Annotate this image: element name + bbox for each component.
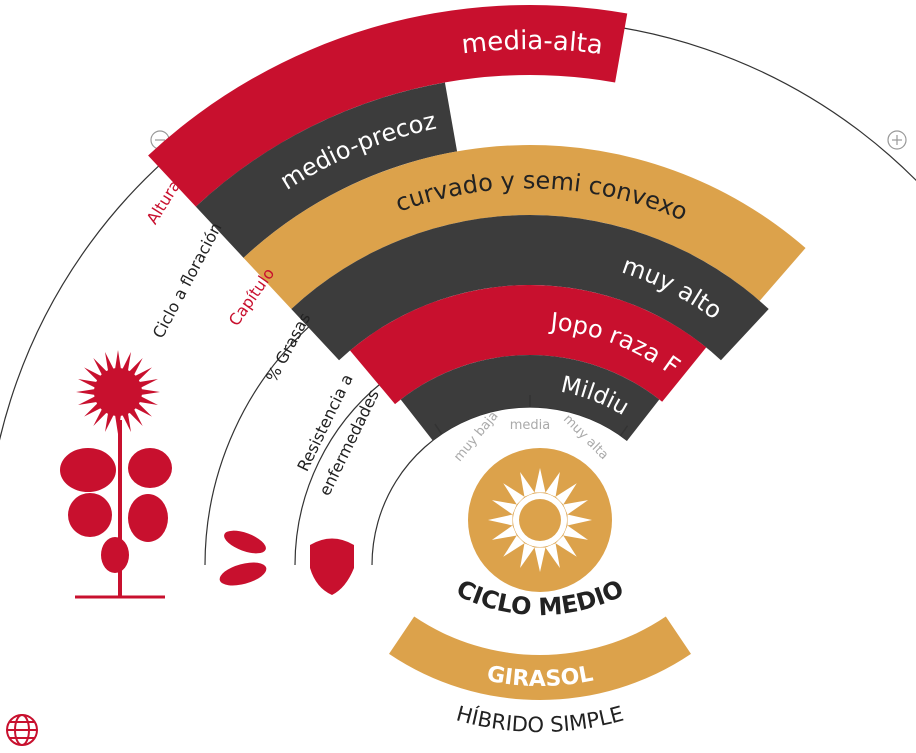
band (291, 215, 769, 361)
band-label: media-alta (460, 26, 605, 61)
scale-tick (434, 423, 443, 435)
category-label: Ciclo a floración (149, 219, 226, 341)
band (243, 144, 806, 310)
category-label: Altura (143, 177, 185, 228)
hybrid-label: HÍBRIDO SIMPLE (454, 702, 626, 738)
band-label-path: media-alta (460, 26, 605, 61)
scale-label: media (510, 418, 551, 433)
globe-icon (6, 714, 38, 746)
crop-band (389, 616, 691, 700)
band (148, 5, 628, 207)
scale-tick (620, 425, 629, 437)
band (350, 285, 707, 405)
sunflower-plant-icon (60, 350, 172, 599)
category-label: Capítulo (225, 264, 279, 329)
guide-arc (204, 319, 318, 566)
guide-arc (294, 379, 386, 566)
seed-icon (219, 530, 267, 586)
hybrid-label-path: HÍBRIDO SIMPLE (454, 702, 626, 738)
band (195, 82, 458, 258)
shield-icon (310, 538, 354, 595)
sun-icon (488, 468, 592, 572)
category-label: % Grasas (262, 310, 314, 386)
plus-icon (887, 130, 907, 150)
